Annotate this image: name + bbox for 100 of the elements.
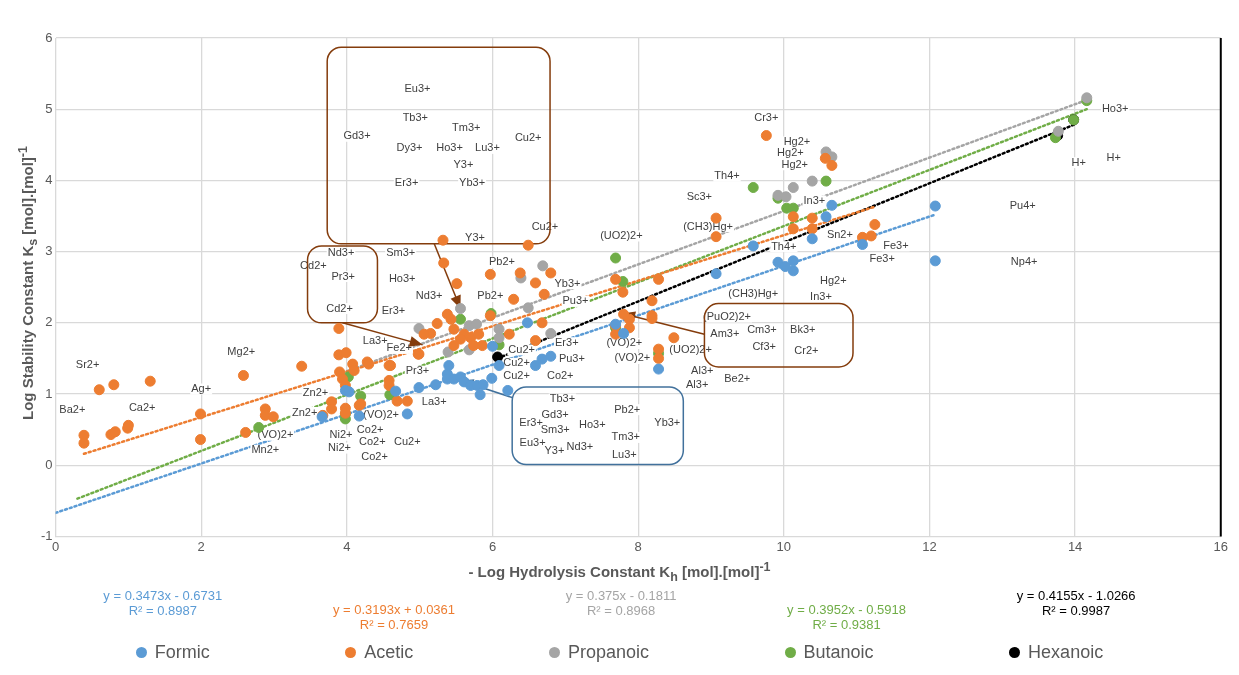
annotation: Cu2+ [503, 356, 530, 369]
annotation: Nd3+ [327, 246, 355, 259]
x-axis-title: - Log Hydrolysis Constant K$_{h}$ [mol].[mol]$^{-1}$ [467, 560, 772, 584]
annotation: Y3+ [465, 231, 485, 244]
annotation: (CH3)Hg+ [683, 219, 733, 232]
annotation: Mg2+ [227, 345, 256, 358]
annotation: Eu3+ [404, 81, 431, 94]
annotation: Dy3+ [396, 141, 423, 154]
annotation: Co2+ [356, 423, 384, 436]
annotation: Pu4+ [1009, 199, 1036, 212]
annotation: Yb3+ [654, 416, 681, 429]
annotation: Ho3+ [388, 272, 416, 285]
annotation: Ni2+ [328, 441, 352, 454]
annotation: Hg2+ [820, 273, 847, 286]
y-tick-label: 5 [45, 100, 53, 116]
annotation: Ho3+ [1101, 101, 1129, 114]
y-tick-label: 3 [45, 243, 53, 259]
annotation: Al3+ [691, 364, 714, 377]
annotation: Pu3+ [558, 352, 585, 365]
annotation: Sm3+ [540, 423, 570, 436]
text: y = 0.3952x - 0.5918 [787, 602, 907, 617]
annotation: (VO)2+ [606, 336, 643, 349]
annotation: La3+ [362, 334, 388, 347]
annotation: (UO2)2+ [600, 228, 643, 241]
annotation: Ag+ [191, 382, 212, 395]
annotation: Pu3+ [562, 294, 589, 307]
text: y = 0.3193x + 0.0361 [332, 602, 456, 617]
annotation: Pb2+ [488, 255, 515, 268]
annotation: Er3+ [381, 304, 406, 317]
annotation: Ca2+ [128, 400, 156, 413]
annotation: Al3+ [685, 378, 709, 391]
annotation: Am3+ [710, 327, 740, 340]
annotation: Np4+ [1010, 254, 1038, 267]
annotation: Sc3+ [686, 189, 713, 202]
x-tick-label: 14 [1067, 538, 1083, 554]
annotation: La3+ [421, 394, 447, 407]
y-tick-label: 6 [45, 29, 53, 45]
annotation: Cm3+ [747, 322, 777, 335]
text: R² = 0.7659 [358, 617, 430, 632]
annotation: Th4+ [714, 169, 740, 182]
annotation: Zn2+ [302, 385, 329, 398]
annotation: Cr3+ [754, 110, 779, 123]
annotation: In3+ [810, 290, 832, 303]
text: y = 0.4155x - 1.0266 [1016, 588, 1136, 603]
annotation: Sn2+ [826, 227, 853, 240]
annotation: Tb3+ [402, 111, 429, 124]
text: y = 0.375x - 0.1811 [565, 588, 677, 603]
annotation: Bk3+ [790, 322, 816, 335]
annotation: Co2+ [546, 368, 574, 381]
annotation: Nd3+ [566, 440, 594, 453]
annotation: Y3+ [453, 158, 474, 171]
legend-label: Propanoic [567, 642, 649, 663]
x-tick-label: 2 [197, 538, 205, 554]
annotation: Y3+ [544, 443, 565, 456]
annotation: Co2+ [359, 434, 386, 447]
annotation: Fe2+ [386, 341, 412, 354]
x-tick-label: 4 [343, 538, 351, 554]
annotation: Gd3+ [343, 129, 371, 142]
annotation: Th4+ [771, 239, 797, 252]
annotation: Cd2+ [326, 301, 353, 314]
annotation: (VO)2+ [614, 351, 651, 364]
annotation: Tm3+ [452, 120, 481, 133]
annotation: Cr2+ [794, 344, 819, 357]
annotation: Pb2+ [477, 289, 504, 302]
text: R² = 0.8968 [585, 603, 657, 618]
annotation: H+ [1071, 155, 1086, 168]
text: y = 0.3473x - 0.6731 [103, 588, 223, 603]
text: R² = 0.8987 [127, 603, 198, 618]
annotation: (VO)2+ [257, 428, 294, 441]
annotation: Co2+ [361, 450, 388, 463]
annotation: Cu2+ [394, 434, 421, 447]
annotation: Cu2+ [503, 368, 530, 381]
annotation: Lu3+ [475, 141, 500, 154]
annotation: Be2+ [724, 372, 751, 385]
legend-label: Acetic [364, 642, 414, 663]
legend-label: Hexanoic [1028, 642, 1104, 663]
annotation: Hg2+ [781, 157, 809, 170]
y-tick-label: 4 [45, 171, 53, 187]
annotation: Lu3+ [611, 448, 637, 461]
y-tick-label: -1 [41, 527, 53, 543]
text: R² = 0.9987 [1041, 603, 1112, 618]
annotation: Sr2+ [75, 357, 100, 370]
x-tick-label: 12 [922, 538, 937, 554]
annotation: (VO)2+ [363, 408, 399, 421]
y-tick-label: 1 [45, 385, 53, 401]
x-tick-label: 8 [634, 538, 642, 554]
annotation: Er3+ [394, 175, 419, 188]
annotation: Gd3+ [541, 407, 569, 420]
annotation: Hg2+ [783, 134, 811, 147]
annotation: Sm3+ [386, 246, 416, 259]
annotation: Ba2+ [59, 403, 86, 416]
annotation: Yb3+ [554, 276, 581, 289]
annotation: Hg2+ [777, 146, 804, 159]
annotation: Cu2+ [514, 130, 542, 143]
y-tick-label: 2 [45, 314, 53, 330]
annotation: Fe3+ [869, 252, 895, 265]
annotation: Fe3+ [883, 238, 909, 251]
annotation: Ho3+ [578, 418, 606, 431]
text: R² = 0.9381 [811, 617, 882, 632]
annotation: Tm3+ [611, 430, 640, 443]
